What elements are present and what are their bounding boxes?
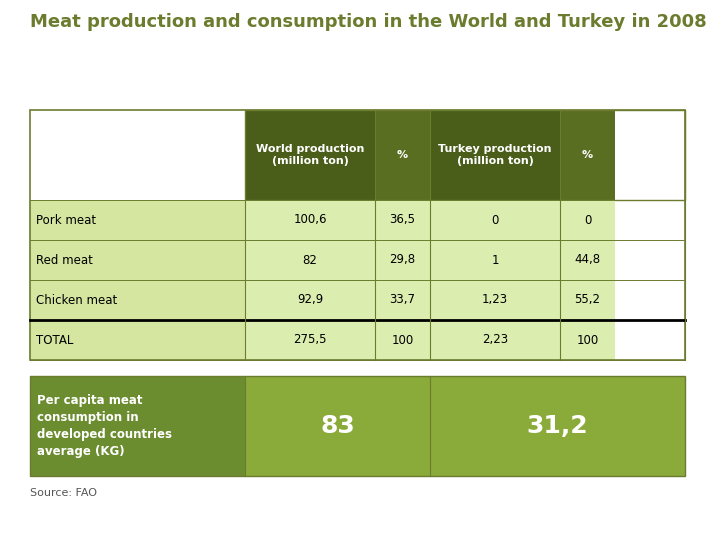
Bar	[30, 240, 245, 280]
Bar	[375, 110, 430, 200]
Bar	[430, 376, 685, 476]
Text: 100,6: 100,6	[293, 213, 327, 226]
Text: World production
(million ton): World production (million ton)	[256, 144, 364, 166]
Bar	[430, 240, 560, 280]
Bar	[375, 320, 430, 360]
Bar	[430, 320, 560, 360]
Text: Chicken meat: Chicken meat	[36, 294, 117, 307]
Text: Per capita meat
consumption in
developed countries
average (KG): Per capita meat consumption in developed…	[37, 394, 172, 458]
Text: 0: 0	[584, 213, 591, 226]
Text: Pork meat: Pork meat	[36, 213, 96, 226]
Bar	[30, 320, 245, 360]
Bar	[560, 320, 615, 360]
Bar	[560, 110, 615, 200]
Text: TOTAL: TOTAL	[36, 334, 73, 347]
Text: 31,2: 31,2	[527, 414, 588, 438]
Bar	[30, 200, 245, 240]
Bar	[560, 200, 615, 240]
Text: 100: 100	[577, 334, 598, 347]
Text: 83: 83	[320, 414, 355, 438]
Text: 275,5: 275,5	[293, 334, 327, 347]
Text: Turkey production
(million ton): Turkey production (million ton)	[438, 144, 552, 166]
Bar	[30, 110, 685, 360]
Text: 29,8: 29,8	[390, 253, 415, 267]
Bar	[245, 200, 375, 240]
Text: 100: 100	[392, 334, 413, 347]
Bar	[375, 200, 430, 240]
Bar	[245, 110, 685, 200]
Bar	[30, 280, 245, 320]
Text: 2,23: 2,23	[482, 334, 508, 347]
Bar	[430, 110, 560, 200]
Text: 1,23: 1,23	[482, 294, 508, 307]
Text: Meat production and consumption in the World and Turkey in 2008: Meat production and consumption in the W…	[30, 13, 707, 31]
Text: Source: FAO: Source: FAO	[30, 488, 97, 498]
Bar	[375, 240, 430, 280]
Text: 82: 82	[302, 253, 318, 267]
Bar	[245, 376, 430, 476]
Text: 33,7: 33,7	[390, 294, 415, 307]
Bar	[245, 280, 375, 320]
Text: 44,8: 44,8	[575, 253, 600, 267]
Bar	[245, 110, 375, 200]
Bar	[560, 280, 615, 320]
Bar	[245, 240, 375, 280]
Bar	[30, 376, 685, 476]
Bar	[430, 280, 560, 320]
Text: 1: 1	[491, 253, 499, 267]
Bar	[375, 280, 430, 320]
Bar	[30, 376, 245, 476]
Text: %: %	[582, 150, 593, 160]
Text: 92,9: 92,9	[297, 294, 323, 307]
Text: %: %	[397, 150, 408, 160]
Text: 55,2: 55,2	[575, 294, 600, 307]
Bar	[245, 320, 375, 360]
Text: 0: 0	[491, 213, 499, 226]
Text: 36,5: 36,5	[390, 213, 415, 226]
Text: Red meat: Red meat	[36, 253, 93, 267]
Bar	[560, 240, 615, 280]
Bar	[430, 200, 560, 240]
